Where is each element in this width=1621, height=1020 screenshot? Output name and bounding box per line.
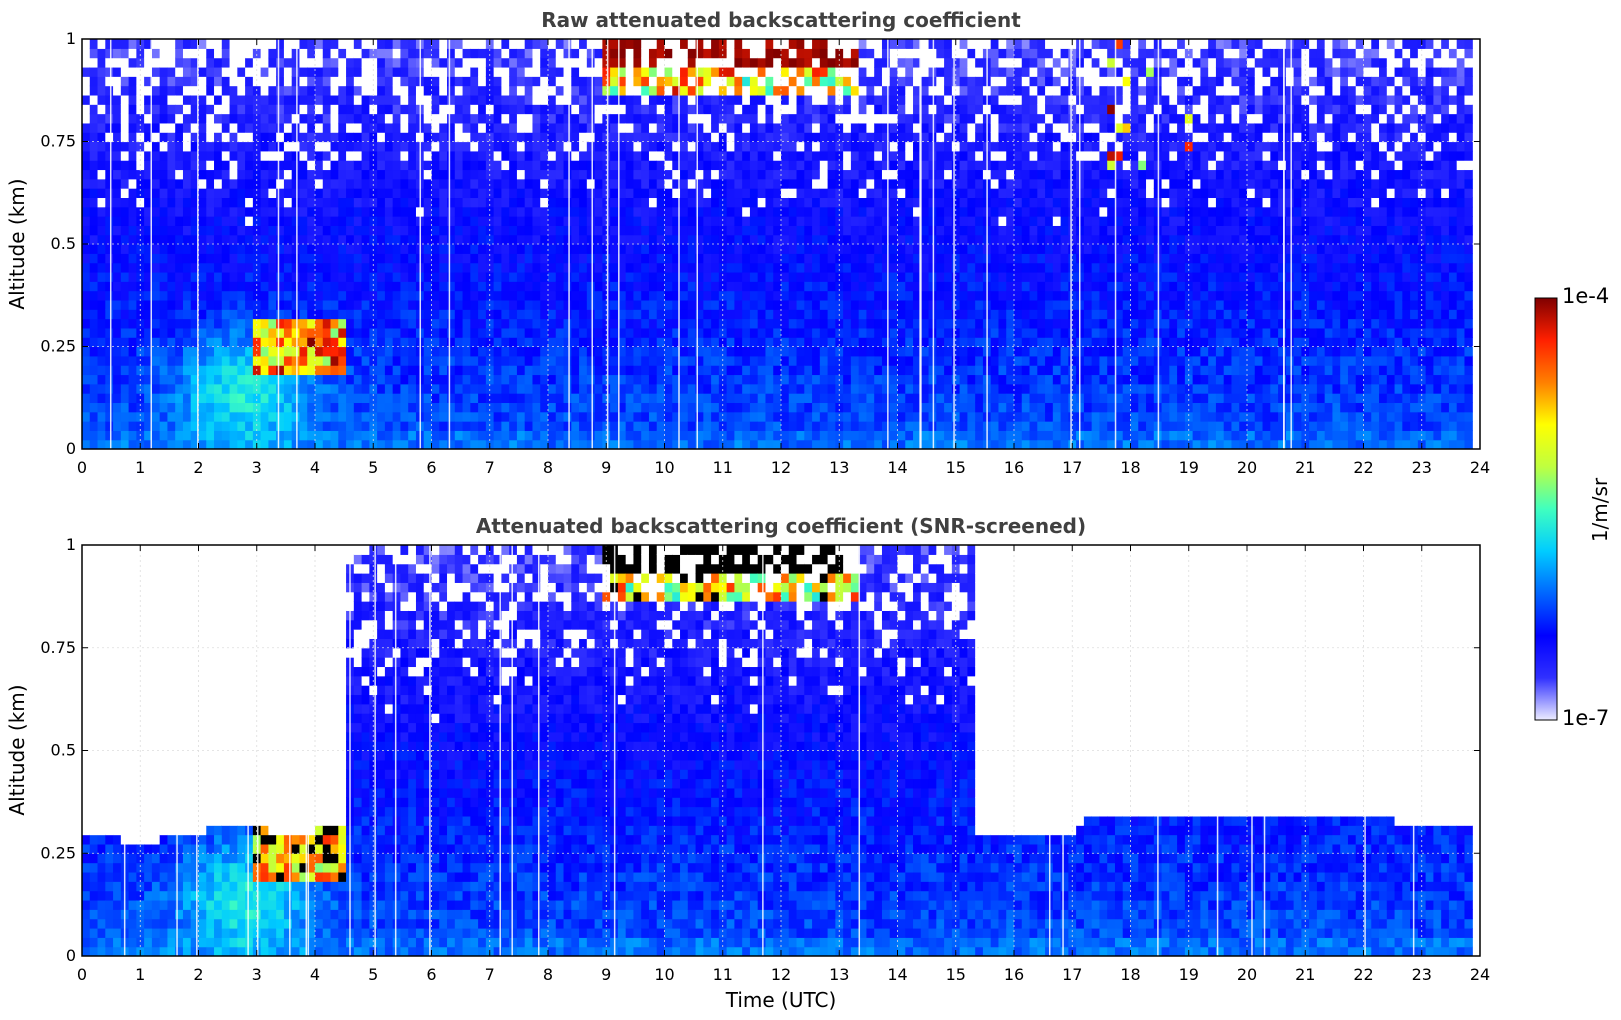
x-tick-label: 10 xyxy=(654,965,674,984)
x-tick-label: 9 xyxy=(601,965,611,984)
x-tick-label: 17 xyxy=(1062,458,1082,477)
x-tick-label: 23 xyxy=(1412,458,1432,477)
x-tick-label: 12 xyxy=(771,458,791,477)
x-tick-label: 14 xyxy=(887,458,907,477)
x-tick-label: 21 xyxy=(1295,458,1315,477)
y-tick-label: 1 xyxy=(66,29,76,48)
y-tick-label: 0.25 xyxy=(40,843,76,862)
y-tick-label: 0 xyxy=(66,946,76,965)
x-tick-label: 10 xyxy=(654,458,674,477)
x-tick-label: 6 xyxy=(426,965,436,984)
screened-backscatter-panel: 0 1 2 3 4 5 6 7 8 9 10 11 12 13 14 15 16 17 18 19 20 21 22 23 24… xyxy=(40,535,1490,984)
x-tick-label: 24 xyxy=(1470,965,1490,984)
x-tick-label: 20 xyxy=(1237,965,1257,984)
y-tick-label: 0.75 xyxy=(40,132,76,151)
x-tick-label: 2 xyxy=(193,965,203,984)
screened-y-axis-label: Altitude (km) xyxy=(5,684,29,816)
x-tick-label: 3 xyxy=(252,458,262,477)
x-tick-label: 5 xyxy=(368,965,378,984)
raw-y-axis-label: Altitude (km) xyxy=(5,178,29,310)
x-tick-label: 19 xyxy=(1179,965,1199,984)
x-tick-label: 19 xyxy=(1179,458,1199,477)
x-tick-label: 0 xyxy=(77,965,87,984)
colorbar-unit-label: 1/m/sr xyxy=(1588,477,1612,543)
x-tick-label: 1 xyxy=(135,458,145,477)
x-tick-label: 16 xyxy=(1004,458,1024,477)
x-tick-label: 13 xyxy=(829,965,849,984)
y-tick-label: 0.25 xyxy=(40,337,76,356)
colorbar-min-label: 1e-7 xyxy=(1562,706,1610,730)
x-axis-label: Time (UTC) xyxy=(725,988,837,1012)
x-tick-label: 18 xyxy=(1120,965,1140,984)
y-tick-label: 1 xyxy=(66,535,76,554)
x-tick-label: 0 xyxy=(77,458,87,477)
screened-y-ticks: 0 0.25 0.5 0.75 1 xyxy=(40,535,1480,965)
x-tick-label: 21 xyxy=(1295,965,1315,984)
y-tick-label: 0.75 xyxy=(40,638,76,657)
colorbar-gradient xyxy=(1534,297,1558,721)
x-tick-label: 16 xyxy=(1004,965,1024,984)
screened-x-ticks: 0 1 2 3 4 5 6 7 8 9 10 11 12 13 14 15 16 17 18 19 20 21 22 23 24 xyxy=(77,545,1490,984)
x-tick-label: 18 xyxy=(1120,458,1140,477)
x-tick-label: 4 xyxy=(310,965,320,984)
raw-x-ticks: 0 1 2 3 4 5 6 7 8 9 10 11 12 13 14 15 16 17 18 19 20 21 22 23 24 xyxy=(77,39,1490,477)
raw-backscatter-panel: 0 1 2 3 4 5 6 7 8 9 10 11 12 13 14 15 16 17 18 19 20 21 22 23 24… xyxy=(40,29,1490,477)
x-tick-label: 7 xyxy=(485,965,495,984)
x-tick-label: 5 xyxy=(368,458,378,477)
x-tick-label: 9 xyxy=(601,458,611,477)
x-tick-label: 11 xyxy=(713,965,733,984)
x-tick-label: 7 xyxy=(485,458,495,477)
x-tick-label: 11 xyxy=(713,458,733,477)
x-tick-label: 13 xyxy=(829,458,849,477)
x-tick-label: 14 xyxy=(887,965,907,984)
x-tick-label: 15 xyxy=(946,458,966,477)
x-tick-label: 1 xyxy=(135,965,145,984)
x-tick-label: 2 xyxy=(193,458,203,477)
y-tick-label: 0 xyxy=(66,439,76,458)
x-tick-label: 23 xyxy=(1412,965,1432,984)
x-tick-label: 12 xyxy=(771,965,791,984)
x-tick-label: 8 xyxy=(543,458,553,477)
screened-panel-title: Attenuated backscattering coefficient (S… xyxy=(475,514,1087,538)
colorbar xyxy=(1534,297,1558,721)
x-tick-label: 20 xyxy=(1237,458,1257,477)
x-tick-label: 3 xyxy=(252,965,262,984)
colorbar-max-label: 1e-4 xyxy=(1562,284,1610,308)
x-tick-label: 4 xyxy=(310,458,320,477)
x-tick-label: 6 xyxy=(426,458,436,477)
raw-panel-title: Raw attenuated backscattering coefficien… xyxy=(541,8,1021,32)
x-tick-label: 17 xyxy=(1062,965,1082,984)
x-tick-label: 8 xyxy=(543,965,553,984)
raw-y-ticks: 0 0.25 0.5 0.75 1 xyxy=(40,29,1480,458)
y-tick-label: 0.5 xyxy=(51,741,76,760)
y-tick-label: 0.5 xyxy=(51,234,76,253)
x-tick-label: 22 xyxy=(1353,458,1373,477)
x-tick-label: 24 xyxy=(1470,458,1490,477)
x-tick-label: 22 xyxy=(1353,965,1373,984)
x-tick-label: 15 xyxy=(946,965,966,984)
